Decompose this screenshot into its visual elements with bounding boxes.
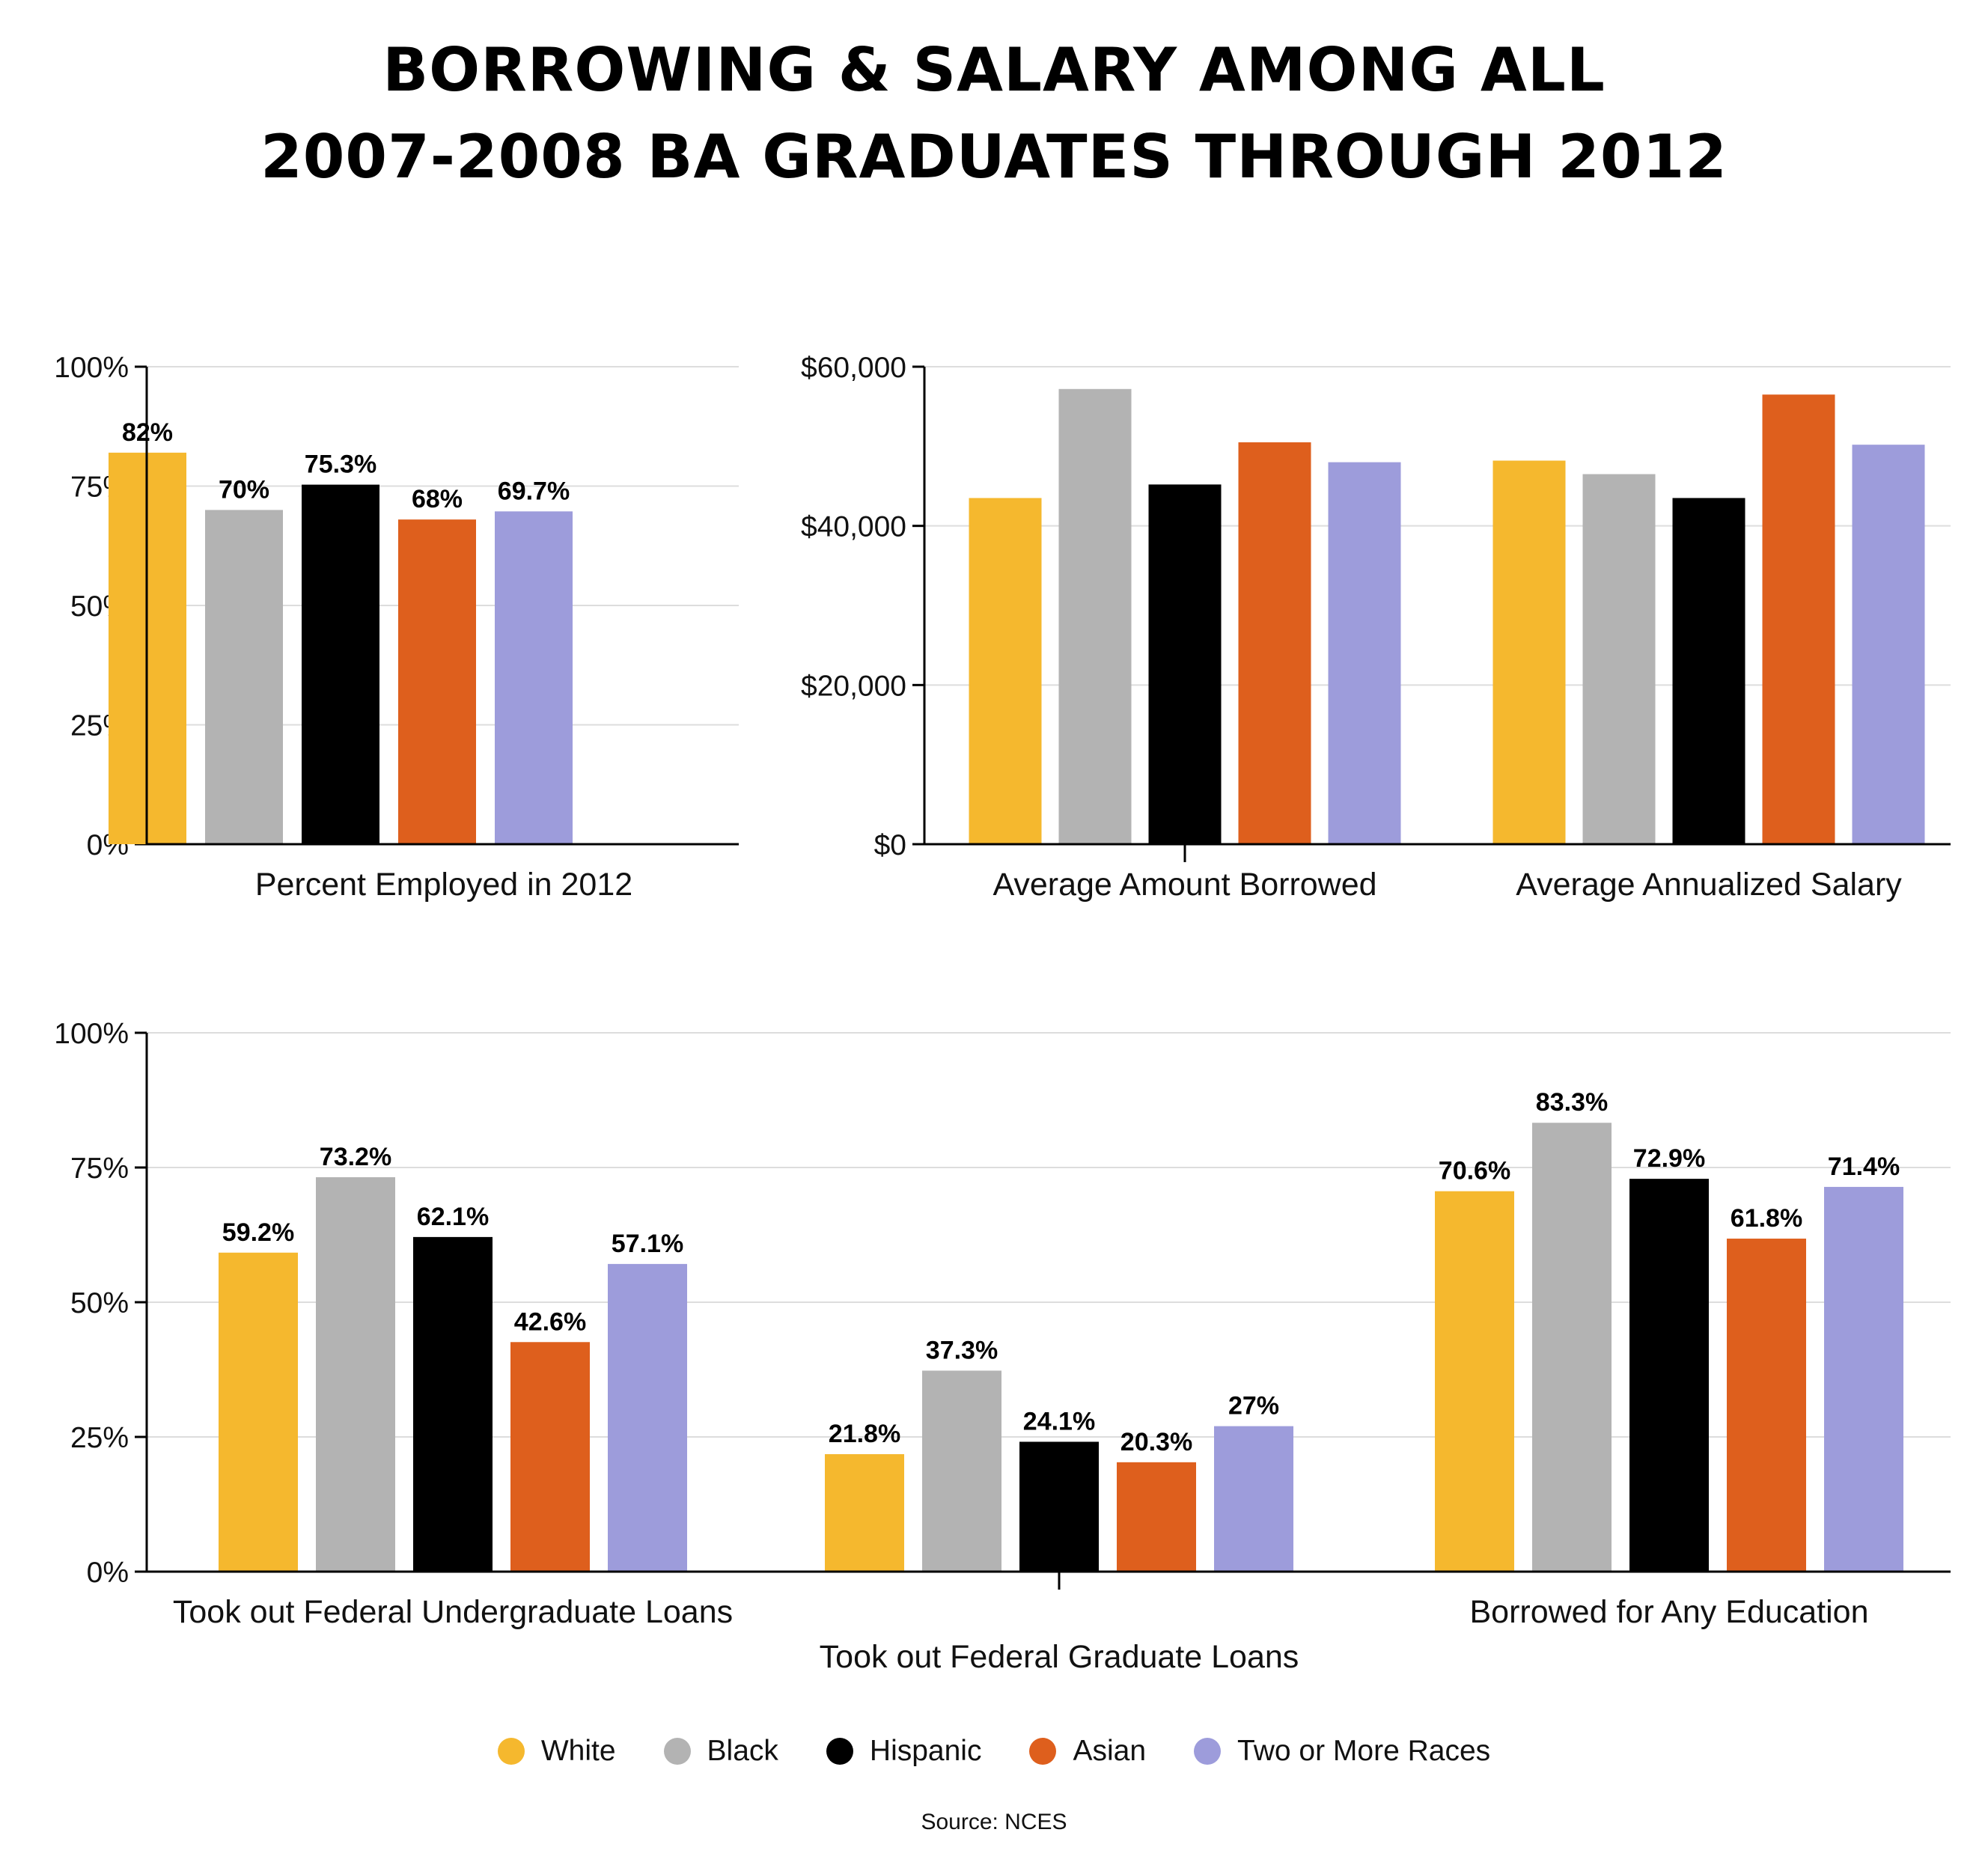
value-label-took-out-federal-graduate-loans-white: 21.8% xyxy=(829,1420,900,1448)
value-label-took-out-federal-graduate-loans-two-or-more-races: 27% xyxy=(1228,1392,1279,1420)
bar-average-amount-borrowed-hispanic xyxy=(1148,484,1222,844)
value-label-borrowed-for-any-education-white: 70.6% xyxy=(1439,1157,1510,1185)
bar-average-amount-borrowed-white xyxy=(969,498,1042,844)
value-label-took-out-federal-undergraduate-loans-two-or-more-races: 57.1% xyxy=(612,1230,683,1258)
bar-took-out-federal-undergraduate-loans-asian xyxy=(510,1342,590,1572)
value-label-took-out-federal-graduate-loans-black: 37.3% xyxy=(926,1336,998,1364)
bar-took-out-federal-graduate-loans-hispanic xyxy=(1019,1441,1099,1572)
category-label-took-out-federal-graduate-loans: Took out Federal Graduate Loans xyxy=(820,1639,1299,1675)
value-label-borrowed-for-any-education-two-or-more-races: 71.4% xyxy=(1828,1153,1900,1181)
title-line-2: 2007-2008 BA GRADUATES THROUGH 2012 xyxy=(260,122,1728,192)
legend-item-asian: Asian xyxy=(1029,1735,1146,1768)
bar-average-annualized-salary-two-or-more-races xyxy=(1852,445,1925,844)
legend-label-two-or-more: Two or More Races xyxy=(1237,1735,1491,1767)
bar-average-annualized-salary-hispanic xyxy=(1672,498,1745,844)
bar-percent-employed-in-2012-two-or-more-races xyxy=(495,511,573,844)
value-label-borrowed-for-any-education-asian: 61.8% xyxy=(1731,1204,1802,1233)
bar-took-out-federal-undergraduate-loans-white xyxy=(219,1252,298,1572)
value-label-took-out-federal-graduate-loans-asian: 20.3% xyxy=(1120,1428,1192,1456)
legend-item-hispanic: Hispanic xyxy=(826,1735,982,1768)
bar-borrowed-for-any-education-asian xyxy=(1727,1239,1806,1572)
bar-borrowed-for-any-education-white xyxy=(1435,1191,1514,1572)
chart2-ytick-label: $20,000 xyxy=(801,670,906,702)
bar-took-out-federal-undergraduate-loans-black xyxy=(316,1176,395,1572)
legend-label-asian: Asian xyxy=(1073,1735,1147,1767)
value-label-percent-employed-in-2012-hispanic: 75.3% xyxy=(305,451,376,479)
value-label-percent-employed-in-2012-asian: 68% xyxy=(412,485,463,513)
value-label-took-out-federal-undergraduate-loans-black: 73.2% xyxy=(320,1143,391,1171)
bar-average-annualized-salary-asian xyxy=(1762,394,1835,844)
value-label-borrowed-for-any-education-black: 83.3% xyxy=(1536,1088,1608,1117)
chart2-ytick-label: $0 xyxy=(874,829,906,861)
chart1-ytick-label: 100% xyxy=(54,352,129,384)
bar-average-amount-borrowed-asian xyxy=(1238,442,1311,844)
value-label-took-out-federal-graduate-loans-hispanic: 24.1% xyxy=(1023,1407,1095,1435)
bar-took-out-federal-graduate-loans-white xyxy=(825,1454,904,1572)
value-label-borrowed-for-any-education-hispanic: 72.9% xyxy=(1633,1144,1705,1173)
chart-title: BORROWING & SALARY AMONG ALL 2007-2008 B… xyxy=(0,27,1988,201)
legend-item-white: White xyxy=(497,1735,616,1768)
category-label-percent-employed-in-2012: Percent Employed in 2012 xyxy=(255,867,632,903)
bar-average-amount-borrowed-black xyxy=(1058,388,1132,844)
bar-took-out-federal-graduate-loans-asian xyxy=(1117,1462,1196,1572)
legend-swatch-hispanic xyxy=(826,1738,853,1765)
legend-label-black: Black xyxy=(707,1735,778,1767)
legend-item-two-or-more: Two or More Races xyxy=(1194,1735,1490,1768)
bar-average-amount-borrowed-two-or-more-races xyxy=(1328,462,1401,844)
bar-took-out-federal-undergraduate-loans-two-or-more-races xyxy=(608,1263,687,1572)
legend-item-black: Black xyxy=(663,1735,778,1768)
value-label-took-out-federal-undergraduate-loans-white: 59.2% xyxy=(222,1218,294,1247)
value-label-percent-employed-in-2012-two-or-more-races: 69.7% xyxy=(498,477,570,505)
category-label-took-out-federal-undergraduate-loans: Took out Federal Undergraduate Loans xyxy=(173,1594,733,1630)
bar-average-annualized-salary-black xyxy=(1582,474,1656,844)
bar-took-out-federal-undergraduate-loans-hispanic xyxy=(413,1236,493,1572)
value-label-took-out-federal-undergraduate-loans-hispanic: 62.1% xyxy=(417,1203,489,1231)
chart3-ytick-label: 75% xyxy=(70,1153,129,1185)
legend-swatch-asian xyxy=(1029,1738,1057,1765)
chart3-ytick-label: 100% xyxy=(54,1018,129,1050)
legend: White Black Hispanic Asian Two or More R… xyxy=(0,1735,1988,1768)
legend-swatch-white xyxy=(497,1738,525,1765)
bar-average-annualized-salary-white xyxy=(1492,460,1566,844)
bar-borrowed-for-any-education-black xyxy=(1532,1123,1612,1572)
source-note: Source: NCES xyxy=(921,1810,1067,1834)
bar-percent-employed-in-2012-asian xyxy=(398,519,476,844)
chart3-ytick-label: 25% xyxy=(70,1422,129,1454)
chart3-ytick-label: 0% xyxy=(87,1557,129,1589)
bar-took-out-federal-graduate-loans-black xyxy=(922,1370,1001,1572)
chart2-ytick-label: $60,000 xyxy=(801,352,906,384)
bar-borrowed-for-any-education-two-or-more-races xyxy=(1824,1186,1903,1572)
category-label-average-amount-borrowed: Average Amount Borrowed xyxy=(993,867,1376,903)
legend-swatch-black xyxy=(663,1738,691,1765)
legend-swatch-two-or-more xyxy=(1194,1738,1222,1765)
category-label-average-annualized-salary: Average Annualized Salary xyxy=(1516,867,1902,903)
value-label-percent-employed-in-2012-black: 70% xyxy=(219,475,269,504)
bar-percent-employed-in-2012-hispanic xyxy=(302,484,379,844)
category-label-borrowed-for-any-education: Borrowed for Any Education xyxy=(1469,1594,1868,1630)
legend-label-white: White xyxy=(540,1735,616,1767)
chart2-ytick-label: $40,000 xyxy=(801,511,906,543)
value-label-took-out-federal-undergraduate-loans-asian: 42.6% xyxy=(514,1307,586,1336)
bar-took-out-federal-graduate-loans-two-or-more-races xyxy=(1214,1426,1293,1572)
bar-borrowed-for-any-education-hispanic xyxy=(1629,1179,1709,1572)
chart3-ytick-label: 50% xyxy=(70,1287,129,1319)
bar-percent-employed-in-2012-black xyxy=(205,510,283,844)
title-line-1: BORROWING & SALARY AMONG ALL xyxy=(382,35,1606,105)
legend-label-hispanic: Hispanic xyxy=(869,1735,982,1767)
